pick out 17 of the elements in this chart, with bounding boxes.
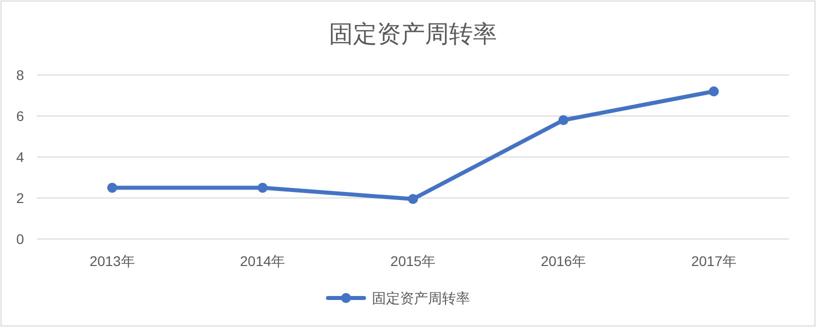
x-tick-label: 2016年 xyxy=(540,253,586,269)
y-tick-label: 6 xyxy=(16,108,24,124)
y-tick-label: 0 xyxy=(16,231,24,247)
x-tick-label: 2015年 xyxy=(390,253,436,269)
y-tick-label: 4 xyxy=(16,149,24,165)
y-tick-label: 2 xyxy=(16,190,24,206)
chart-title: 固定资产周转率 xyxy=(329,21,497,48)
y-tick-label: 8 xyxy=(16,67,24,83)
point xyxy=(558,115,568,126)
point xyxy=(708,86,719,96)
x-tick-label: 2014年 xyxy=(240,253,286,269)
x-tick-label: 2017年 xyxy=(691,253,736,269)
x-tick-label: 2013年 xyxy=(90,253,135,269)
point xyxy=(107,182,118,193)
point xyxy=(408,194,418,204)
legend-label: 固定资产周转率 xyxy=(372,290,470,306)
point xyxy=(258,182,268,193)
